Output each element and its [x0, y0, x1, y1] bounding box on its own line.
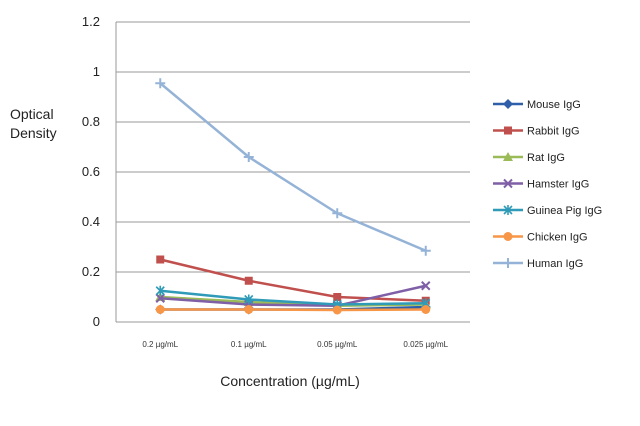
x-tick-labels: 0.2 µg/mL 0.1 µg/mL 0.05 µg/mL 0.025 µg/mL	[142, 340, 448, 349]
data-point	[244, 294, 254, 305]
x-tick-label: 0.2 µg/mL	[142, 340, 178, 349]
y-tick-label: 0.4	[82, 214, 100, 229]
legend-label: Rabbit IgG	[527, 126, 580, 138]
data-point	[421, 281, 431, 291]
data-point	[503, 205, 513, 215]
y-tick-label: 0.2	[82, 264, 100, 279]
data-point	[503, 232, 513, 241]
data-point	[503, 258, 513, 268]
x-tick-label: 0.025 µg/mL	[403, 340, 448, 349]
y-tick-label: 0	[93, 314, 100, 329]
y-tick-labels: 0 0.2 0.4 0.6 0.8 1 1.2	[82, 14, 100, 329]
legend-item: Rat IgG	[493, 152, 565, 164]
y-axis-label-line2: Density	[10, 125, 57, 141]
legend-label: Mouse IgG	[527, 99, 581, 111]
data-point	[244, 305, 254, 314]
series-line	[160, 284, 427, 307]
grid-lines	[115, 21, 470, 323]
y-tick-label: 1	[93, 64, 100, 79]
legend-item: Chicken IgG	[493, 232, 588, 244]
legend-label: Guinea Pig IgG	[527, 205, 602, 217]
data-point	[243, 152, 254, 162]
series-line	[159, 82, 427, 252]
data-point	[156, 255, 165, 264]
data-point	[421, 305, 431, 314]
legend-item: Mouse IgG	[493, 99, 581, 111]
legend-item: Human IgG	[493, 258, 583, 270]
series-rabbit-igg	[156, 255, 430, 305]
legend-label: Hamster IgG	[527, 179, 589, 191]
legend-label: Chicken IgG	[527, 232, 588, 244]
series-line	[160, 289, 426, 306]
legend-label: Rat IgG	[527, 152, 565, 164]
legend-item: Hamster IgG	[493, 179, 589, 191]
y-tick-label: 1.2	[82, 14, 100, 29]
data-point	[155, 285, 165, 296]
series-chicken-igg	[155, 305, 431, 315]
data-point	[503, 99, 513, 109]
series-human-igg	[155, 78, 431, 256]
data-point	[503, 178, 513, 189]
y-tick-label: 0.6	[82, 164, 100, 179]
series-lines	[155, 78, 431, 315]
y-tick-label: 0.8	[82, 114, 100, 129]
x-axis-label: Concentration (µg/mL)	[220, 373, 360, 389]
legend-item: Rabbit IgG	[493, 126, 580, 138]
data-point	[332, 208, 343, 219]
data-point	[332, 305, 342, 315]
data-point	[503, 152, 513, 161]
data-point	[420, 245, 431, 256]
legend-item: Guinea Pig IgG	[493, 205, 602, 217]
x-tick-label: 0.05 µg/mL	[317, 340, 358, 349]
legend: Mouse IgG Rabbit IgG Rat IgG Hamster IgG Gui…	[493, 99, 602, 270]
data-point	[244, 276, 253, 285]
data-point	[333, 293, 342, 301]
legend-label: Human IgG	[527, 258, 583, 270]
data-point	[155, 78, 166, 89]
x-tick-label: 0.1 µg/mL	[231, 340, 267, 349]
data-point	[155, 305, 165, 314]
series-line	[160, 308, 426, 312]
data-point	[155, 293, 165, 303]
data-point	[504, 126, 512, 135]
series-line	[159, 258, 426, 302]
y-axis-label-line1: Optical	[10, 106, 54, 122]
